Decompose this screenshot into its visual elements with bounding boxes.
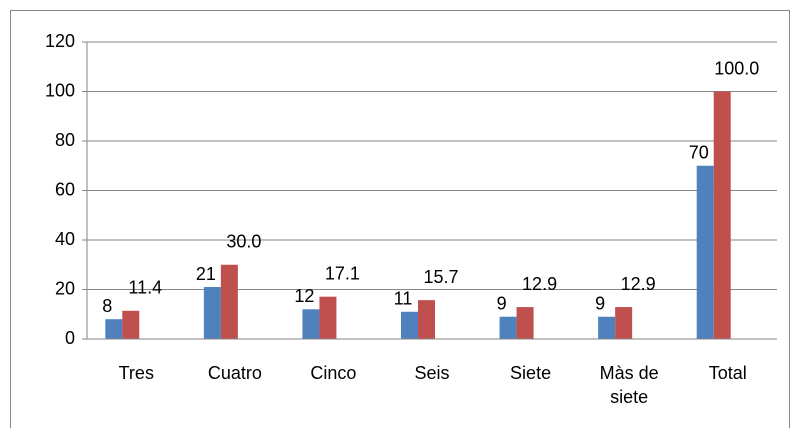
- bar: [418, 300, 435, 339]
- data-label: 17.1: [325, 263, 360, 283]
- bar: [122, 310, 140, 339]
- data-label: 70: [689, 143, 709, 163]
- y-tick-label: 20: [55, 278, 75, 298]
- x-tick-label: Cinco: [310, 363, 357, 383]
- chart-border: [10, 10, 790, 428]
- bar: [105, 319, 123, 339]
- bar: [401, 311, 418, 339]
- data-label: 12: [294, 286, 314, 306]
- bar: [302, 309, 320, 339]
- x-tick-label: Cuatro: [207, 363, 262, 383]
- data-label: 100.0: [714, 58, 759, 78]
- data-label: 12.9: [621, 274, 656, 294]
- data-label: 8: [102, 296, 112, 316]
- bar: [598, 316, 616, 339]
- bar: [713, 91, 731, 339]
- y-tick-label: 60: [55, 179, 75, 199]
- data-label: 11.4: [128, 278, 162, 298]
- bar: [220, 264, 238, 339]
- x-tick-label: Total: [708, 363, 747, 383]
- bar: [696, 165, 714, 339]
- bar: [499, 316, 517, 339]
- data-label: 11: [394, 289, 413, 309]
- x-tick-label: Tres: [118, 363, 154, 383]
- y-tick-label: 80: [55, 130, 75, 150]
- data-label: 15.7: [423, 267, 458, 287]
- y-tick-label: 40: [55, 229, 75, 249]
- y-tick-label: 0: [65, 328, 75, 348]
- data-label: 9: [595, 293, 605, 313]
- y-tick-label: 120: [45, 31, 75, 51]
- data-label: 21: [196, 264, 216, 284]
- bar: [319, 296, 337, 339]
- data-label: 30.0: [226, 232, 261, 252]
- x-tick-label: Màs de siete: [599, 363, 659, 407]
- bar: [203, 287, 221, 339]
- bar: [516, 307, 534, 339]
- bar: [615, 307, 633, 339]
- y-tick-label: 100: [45, 80, 75, 100]
- data-label: 9: [497, 293, 507, 313]
- x-tick-label: Seis: [414, 363, 450, 383]
- data-label: 12.9: [522, 274, 557, 294]
- x-tick-label: Siete: [510, 363, 552, 383]
